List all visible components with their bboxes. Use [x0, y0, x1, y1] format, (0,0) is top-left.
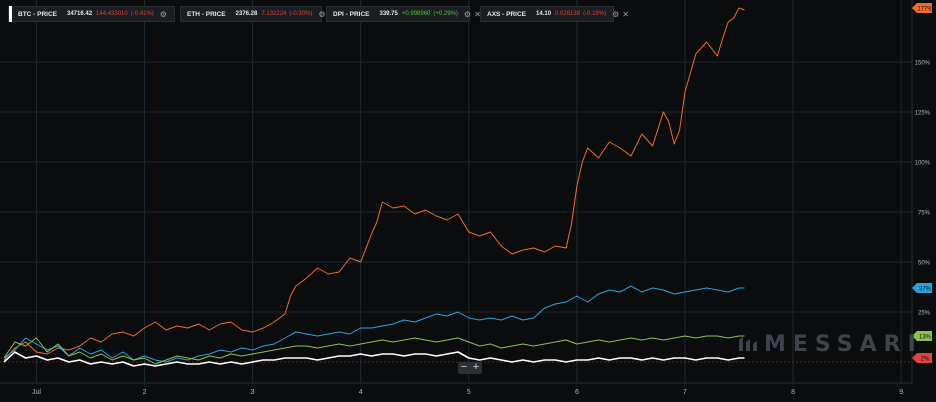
series-end-labels: 177% 37% 13% 2%	[912, 3, 933, 363]
watermark-text: MESSARI	[764, 332, 923, 357]
series-lines	[3, 7, 745, 367]
legend-item-dpi[interactable]: DPI - PRICE 339.75 +0.998960 (+0.29%) ⚙ …	[326, 6, 481, 22]
end-label-axs: 177%	[912, 3, 933, 13]
end-label-text: 2%	[921, 357, 930, 363]
legend-price: 2376.28	[235, 11, 258, 17]
x-tick-label: 9	[899, 389, 903, 396]
end-label-text: 13%	[919, 335, 932, 341]
y-axis-ticks: 25% 50% 75% 100% 125% 150%	[915, 61, 931, 317]
gear-icon[interactable]: ⚙	[159, 9, 167, 19]
legend-swatch	[9, 6, 12, 22]
x-tick-label: 2	[143, 389, 147, 396]
legend-price: 14.10	[536, 11, 552, 17]
zoom-in-button[interactable]: +	[472, 361, 480, 373]
x-tick-label: 3	[251, 389, 255, 396]
series-line-axs	[3, 7, 745, 361]
series-line-btc	[3, 351, 745, 367]
chart-grid	[0, 0, 913, 384]
x-axis-ticks: Jul 2 3 4 5 6 7 8 9	[32, 389, 903, 396]
series-line-eth	[3, 335, 745, 365]
y-tick-label: 75%	[918, 211, 931, 217]
x-tick-label: 7	[683, 389, 687, 396]
legend-series-name: DPI - PRICE	[333, 10, 370, 18]
zoom-controls: − +	[458, 362, 482, 374]
end-label-eth: 13%	[912, 331, 932, 341]
legend-change: 144.433010	[96, 11, 128, 17]
series-line-dpi	[3, 285, 745, 363]
end-label-tag	[912, 331, 932, 341]
messari-watermark: MESSARI	[738, 332, 923, 357]
y-tick-label: 100%	[915, 161, 931, 167]
end-label-tag	[912, 353, 932, 363]
messari-logo-icon	[739, 337, 757, 351]
end-label-tag	[912, 3, 932, 13]
end-label-btc: 2%	[912, 353, 932, 363]
legend-change: 0.026138	[555, 11, 581, 17]
gear-icon[interactable]: ⚙	[318, 9, 326, 19]
end-label-text: 177%	[917, 7, 933, 13]
y-tick-label: 150%	[915, 61, 931, 67]
legend-percent: (-0.41%)	[130, 11, 154, 17]
gear-icon[interactable]: ⚙	[463, 9, 472, 19]
legend-percent: (-0.19%)	[583, 11, 607, 17]
y-tick-label: 50%	[918, 261, 931, 267]
legend-price: 339.75	[379, 11, 398, 17]
end-label-text: 37%	[919, 287, 932, 293]
legend-series-name: ETH - PRICE	[187, 10, 226, 18]
y-tick-label: 125%	[915, 111, 931, 117]
legend-change: +0.998960	[401, 11, 431, 17]
legend-series-name: BTC - PRICE	[18, 10, 57, 18]
zoom-out-button[interactable]: −	[460, 361, 468, 373]
legend-percent: (+0.29%)	[433, 11, 458, 17]
close-icon[interactable]: ✕	[474, 9, 481, 19]
gear-icon[interactable]: ⚙	[612, 9, 620, 19]
legend-item-axs[interactable]: AXS - PRICE 14.10 0.026138 (-0.19%) ⚙ ✕	[480, 6, 629, 22]
legend-item-btc[interactable]: BTC - PRICE 34716.42 144.433010 (-0.41%)…	[8, 6, 175, 22]
legend-series-name: AXS - PRICE	[487, 10, 527, 18]
x-tick-label: 6	[575, 389, 579, 396]
close-icon[interactable]: ✕	[622, 9, 629, 19]
legend-change: 7.132224	[261, 11, 287, 17]
end-label-dpi: 37%	[912, 283, 932, 293]
x-tick-label: 8	[791, 389, 795, 396]
legend-percent: (-0.30%)	[289, 11, 313, 17]
x-tick-label: 4	[359, 389, 363, 396]
x-tick-label: Jul	[32, 389, 41, 396]
legend-item-eth[interactable]: ETH - PRICE 2376.28 7.132224 (-0.30%) ⚙ …	[180, 6, 335, 22]
x-tick-label: 5	[467, 389, 471, 396]
end-label-tag	[912, 283, 932, 293]
y-tick-label: 25%	[918, 311, 931, 317]
legend-price: 34716.42	[67, 11, 93, 17]
